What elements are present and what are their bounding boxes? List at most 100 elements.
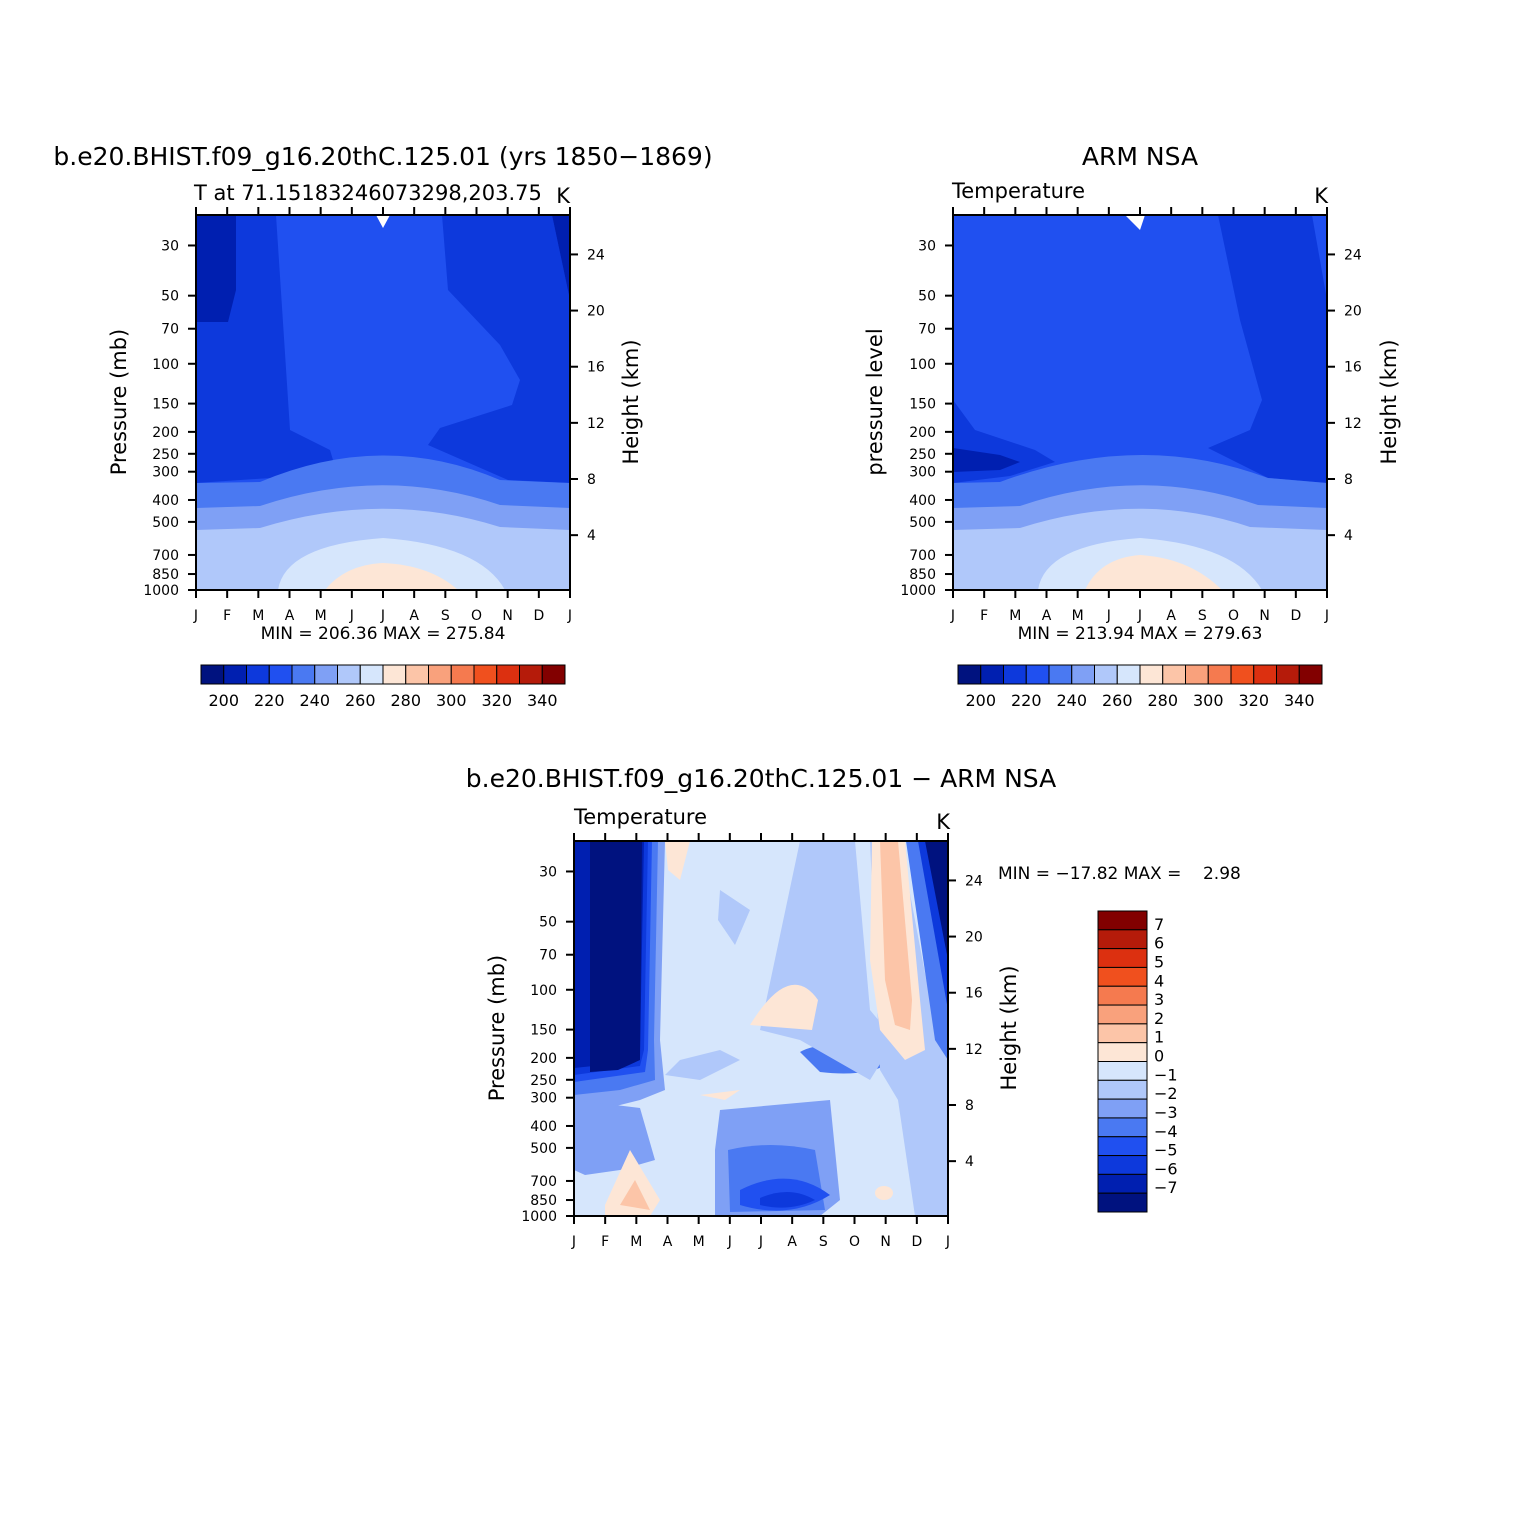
contour-band [590,841,642,1072]
colorbar-label: 0 [1154,1047,1164,1066]
colorbar-swatch [1207,664,1232,685]
x-tick-label: S [819,1234,828,1250]
y-tick-label: 150 [909,397,936,413]
x-tick-label: M [252,608,264,624]
obs-panel: ARM NSA Temperature K J F M A M J J A S O N D J 30 50 7… [863,142,1401,710]
x-tick-label: J [727,1234,732,1250]
y-right-tick-label: 12 [965,1042,983,1058]
x-tick-label: A [787,1234,797,1250]
colorbar-label: −7 [1154,1178,1178,1197]
x-tick-label: F [601,1234,609,1250]
colorbar-label: 3 [1154,990,1164,1009]
colorbar-swatch [1097,1079,1148,1100]
missing-data-notch [1125,215,1145,230]
contour-band [325,563,458,590]
x-tick-label: O [1228,608,1239,624]
y-tick-label: 400 [530,1119,557,1135]
colorbar-label: 320 [1238,691,1269,710]
colorbar-label: 5 [1154,952,1164,971]
colorbar-swatch [1097,1136,1148,1157]
colorbar-label: 2 [1154,1009,1164,1028]
contour-band [880,841,912,1030]
contour-band [428,215,570,483]
colorbar-label: 220 [254,691,285,710]
contour-band [605,1150,660,1216]
missing-data-notch [376,215,390,228]
x-tick-label: J [758,1234,763,1250]
colorbar-label: 340 [1284,691,1315,710]
y-tick-label: 850 [909,567,936,583]
contour-band [925,841,948,960]
colorbar-label: 340 [527,691,558,710]
y-axis-right-title: Height (km) [1377,339,1401,464]
colorbar-swatch [1048,664,1073,685]
y-tick-label: 200 [530,1051,557,1067]
panel-left-string: T at 71.15183246073298,203.75 [193,181,542,205]
contour-band [953,448,1020,472]
y-right-tick-label: 20 [1344,304,1362,320]
y-right-tick-label: 12 [1344,416,1362,432]
panel-units: K [556,184,571,208]
contour-band [574,1100,655,1175]
y-axis-title: pressure level [863,328,887,475]
colorbar-swatch [1276,664,1300,685]
x-tick-label: J [950,608,955,624]
y-right-tick-label: 8 [965,1098,974,1114]
colorbar-label: 7 [1154,915,1164,934]
colorbar-swatch [1097,966,1148,987]
colorbar-label: 220 [1011,691,1042,710]
x-tick-label: M [1072,608,1084,624]
colorbar-label: −5 [1154,1141,1178,1160]
contour-band [665,841,690,880]
colorbar-swatch [473,664,498,685]
x-tick-label: J [349,608,354,624]
colorbar-label: −1 [1154,1065,1178,1084]
x-tick-label: J [193,608,198,624]
model-panel: b.e20.BHIST.f09_g16.20thC.125.01 (yrs 18… [53,142,712,710]
axes: J F M A M J J A S O N D J 30 50 70 100 150 200 250 300 400 500… [900,207,1362,624]
panel-title: b.e20.BHIST.f09_g16.20thC.125.01 − ARM N… [466,764,1056,793]
x-tick-label: A [285,608,295,624]
x-tick-label: O [849,1234,860,1250]
colorbar-label: 200 [208,691,239,710]
colorbar-label: 260 [1102,691,1133,710]
min-max-label: MIN = −17.82 MAX = 2.98 [998,864,1241,884]
colorbar-label: 280 [1147,691,1178,710]
y-tick-label: 30 [161,238,179,254]
colorbar-swatch [1185,664,1209,685]
y-right-tick-label: 12 [587,416,605,432]
colorbar-label: 6 [1154,934,1164,953]
y-right-tick-label: 8 [1344,472,1353,488]
x-tick-label: A [409,608,419,624]
colorbar-swatch [1094,664,1118,685]
colorbar-swatch [1097,948,1148,968]
colorbar-swatch [337,664,361,685]
contour-band [196,215,236,322]
colorbar-swatch [1097,1155,1148,1175]
colorbar-label: 280 [390,691,421,710]
colorbar: 200 220 240 260 280 300 320 340 [957,664,1323,710]
contour-band [1208,215,1327,483]
y-tick-label: 50 [161,289,179,305]
x-tick-label: A [1042,608,1052,624]
x-tick-label: N [502,608,512,624]
difference-panel: b.e20.BHIST.f09_g16.20thC.125.01 − ARM N… [466,764,1241,1250]
contour-band [750,984,818,1030]
colorbar-label: −4 [1154,1122,1178,1141]
y-tick-label: 50 [918,289,936,305]
plot-area [573,840,949,1217]
colorbar-label: 200 [965,691,996,710]
colorbar-label: −2 [1154,1084,1178,1103]
y-tick-label: 100 [530,983,557,999]
colorbar-swatch [1097,1004,1148,1025]
colorbar-swatch [268,664,293,685]
y-right-tick-label: 8 [587,472,596,488]
contour-band [700,1090,740,1100]
x-tick-label: M [630,1234,642,1250]
y-tick-label: 850 [530,1193,557,1209]
colorbar-swatch [200,664,225,685]
colorbar-swatch [957,664,982,685]
colorbar-swatch [1097,1173,1148,1194]
